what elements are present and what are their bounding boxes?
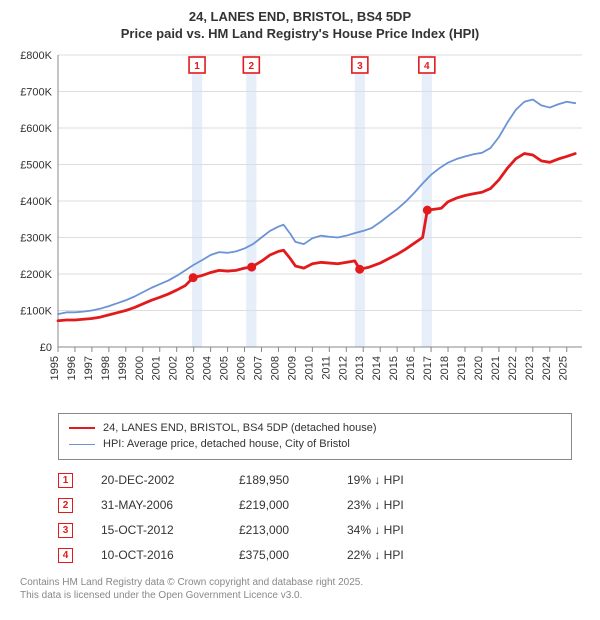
svg-text:2006: 2006 — [236, 356, 248, 380]
svg-text:2020: 2020 — [473, 356, 485, 380]
svg-text:£100K: £100K — [20, 305, 52, 317]
sale-marker: 4 — [58, 548, 73, 563]
svg-text:2009: 2009 — [286, 356, 298, 380]
svg-text:1995: 1995 — [49, 356, 61, 380]
sale-marker: 3 — [58, 523, 73, 538]
svg-text:1997: 1997 — [83, 356, 95, 380]
legend-swatch — [69, 444, 95, 445]
svg-text:2018: 2018 — [439, 356, 451, 380]
sale-date: 10-OCT-2016 — [101, 548, 211, 562]
sale-diff: 22% ↓ HPI — [347, 548, 404, 562]
svg-text:£400K: £400K — [20, 196, 52, 208]
svg-text:2002: 2002 — [168, 356, 180, 380]
svg-text:4: 4 — [424, 61, 430, 72]
footer-attribution: Contains HM Land Registry data © Crown c… — [20, 576, 580, 602]
svg-text:1999: 1999 — [117, 356, 129, 380]
svg-text:2017: 2017 — [422, 356, 434, 380]
sale-diff: 34% ↓ HPI — [347, 523, 404, 537]
svg-text:2000: 2000 — [134, 356, 146, 380]
svg-text:2013: 2013 — [354, 356, 366, 380]
sale-row: 3 15-OCT-2012 £213,000 34% ↓ HPI — [58, 518, 590, 543]
sale-date: 20-DEC-2002 — [101, 473, 211, 487]
svg-text:2001: 2001 — [151, 356, 163, 380]
legend-row: 24, LANES END, BRISTOL, BS4 5DP (detache… — [69, 420, 561, 437]
svg-text:2025: 2025 — [558, 356, 570, 380]
svg-text:2004: 2004 — [202, 356, 214, 380]
svg-text:2011: 2011 — [320, 356, 332, 380]
svg-text:£500K: £500K — [20, 159, 52, 171]
sale-marker: 1 — [58, 473, 73, 488]
sale-marker: 2 — [58, 498, 73, 513]
svg-text:£0: £0 — [40, 342, 52, 354]
chart-title-line1: 24, LANES END, BRISTOL, BS4 5DP — [10, 8, 590, 26]
svg-text:1996: 1996 — [66, 356, 78, 380]
svg-text:2015: 2015 — [388, 356, 400, 380]
sale-price: £189,950 — [239, 473, 319, 487]
svg-text:2012: 2012 — [337, 356, 349, 380]
svg-text:2008: 2008 — [269, 356, 281, 380]
footer-line1: Contains HM Land Registry data © Crown c… — [20, 576, 580, 589]
sales-table: 1 20-DEC-2002 £189,950 19% ↓ HPI 2 31-MAY-200… — [58, 468, 590, 568]
sale-price: £219,000 — [239, 498, 319, 512]
sale-price: £213,000 — [239, 523, 319, 537]
legend-swatch — [69, 427, 95, 429]
svg-text:3: 3 — [357, 61, 363, 72]
svg-text:2016: 2016 — [405, 356, 417, 380]
sale-date: 15-OCT-2012 — [101, 523, 211, 537]
svg-text:2014: 2014 — [371, 356, 383, 380]
svg-text:£600K: £600K — [20, 123, 52, 135]
svg-text:2003: 2003 — [185, 356, 197, 380]
sale-row: 2 31-MAY-2006 £219,000 23% ↓ HPI — [58, 493, 590, 518]
sale-diff: 23% ↓ HPI — [347, 498, 404, 512]
sale-price: £375,000 — [239, 548, 319, 562]
svg-text:1998: 1998 — [100, 356, 112, 380]
svg-text:2024: 2024 — [541, 356, 553, 380]
svg-text:2005: 2005 — [219, 356, 231, 380]
sale-diff: 19% ↓ HPI — [347, 473, 404, 487]
legend-row: HPI: Average price, detached house, City… — [69, 436, 561, 453]
svg-text:2019: 2019 — [456, 356, 468, 380]
svg-text:£300K: £300K — [20, 232, 52, 244]
svg-text:2021: 2021 — [490, 356, 502, 380]
legend: 24, LANES END, BRISTOL, BS4 5DP (detache… — [58, 413, 572, 460]
svg-text:£200K: £200K — [20, 269, 52, 281]
price-chart: £0 £100K £200K £300K £400K £500K £600K £700K £80… — [10, 47, 590, 407]
svg-text:2010: 2010 — [303, 356, 315, 380]
sale-date: 31-MAY-2006 — [101, 498, 211, 512]
svg-text:£800K: £800K — [20, 50, 52, 62]
chart-title-line2: Price paid vs. HM Land Registry's House … — [10, 26, 590, 41]
legend-label: 24, LANES END, BRISTOL, BS4 5DP (detache… — [103, 420, 377, 437]
svg-text:£700K: £700K — [20, 86, 52, 98]
svg-text:2022: 2022 — [507, 356, 519, 380]
svg-text:2023: 2023 — [524, 356, 536, 380]
legend-label: HPI: Average price, detached house, City… — [103, 436, 350, 453]
svg-text:2: 2 — [249, 61, 255, 72]
footer-line2: This data is licensed under the Open Gov… — [20, 589, 580, 602]
sale-row: 4 10-OCT-2016 £375,000 22% ↓ HPI — [58, 543, 590, 568]
svg-text:2007: 2007 — [252, 356, 264, 380]
sale-row: 1 20-DEC-2002 £189,950 19% ↓ HPI — [58, 468, 590, 493]
svg-text:1: 1 — [194, 61, 200, 72]
